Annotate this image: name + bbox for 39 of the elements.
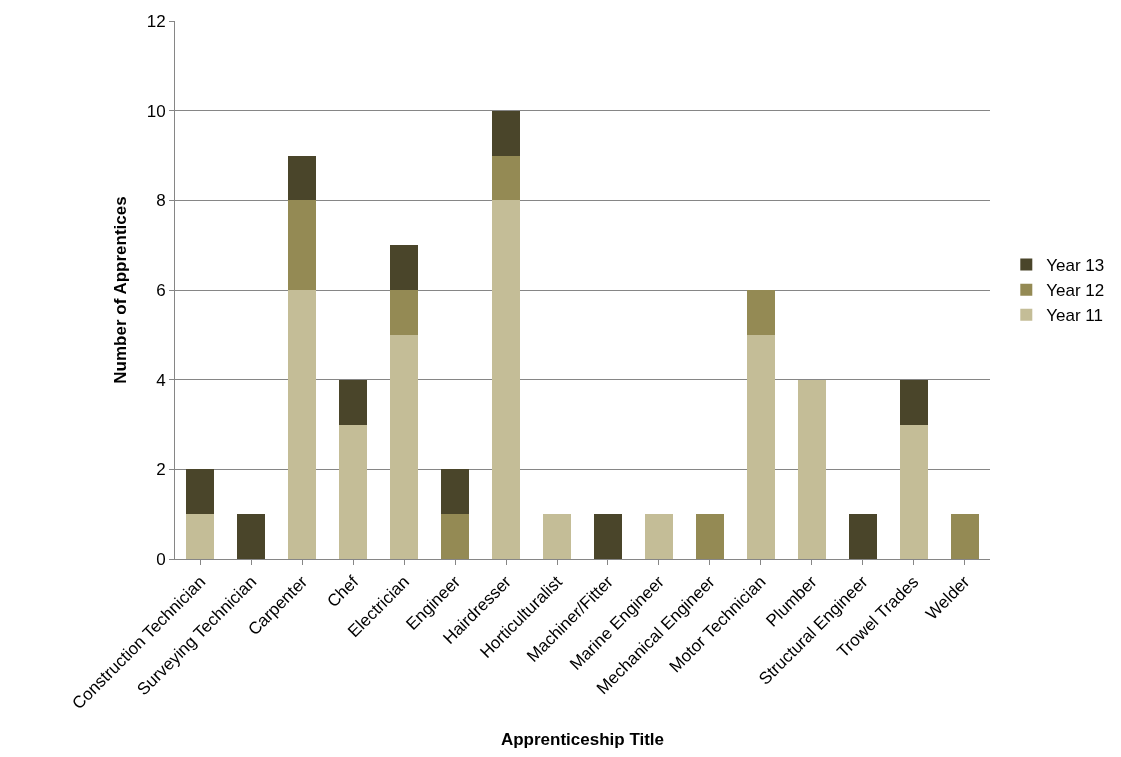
bar — [492, 200, 521, 559]
bar — [390, 334, 419, 559]
bar — [339, 379, 368, 425]
bar — [390, 245, 419, 290]
bar — [441, 514, 470, 559]
bar — [186, 469, 215, 515]
bar — [543, 514, 572, 559]
bar — [899, 379, 928, 425]
legend-label: Year 12 — [1046, 281, 1105, 301]
y-tick-label: 0 — [156, 549, 166, 569]
y-tick-label: 2 — [156, 460, 166, 480]
bar — [288, 200, 317, 290]
bar — [492, 155, 521, 201]
legend-label: Year 11 — [1046, 306, 1104, 326]
y-tick-label: 10 — [146, 101, 166, 121]
bar — [288, 290, 317, 559]
bar — [492, 110, 521, 156]
bar — [339, 424, 368, 559]
y-tick-label: 6 — [156, 280, 166, 300]
bar — [644, 514, 673, 559]
bar — [746, 290, 775, 335]
bar — [797, 379, 826, 559]
bar — [950, 514, 979, 559]
bar — [695, 514, 724, 559]
y-axis-title: Number of Apprentices — [111, 196, 131, 384]
y-tick-label: 4 — [156, 370, 166, 390]
bar — [186, 514, 215, 559]
bar — [441, 469, 470, 515]
y-tick-label: 8 — [156, 191, 166, 211]
bar — [746, 334, 775, 559]
bar — [593, 514, 622, 559]
bar — [390, 290, 419, 335]
y-tick-label: 12 — [146, 11, 166, 31]
x-axis-title: Apprenticeship Title — [500, 729, 665, 749]
bar — [899, 424, 928, 559]
bar — [288, 155, 317, 201]
legend-label: Year 13 — [1046, 256, 1105, 276]
bar — [237, 514, 266, 559]
bar — [848, 514, 877, 559]
